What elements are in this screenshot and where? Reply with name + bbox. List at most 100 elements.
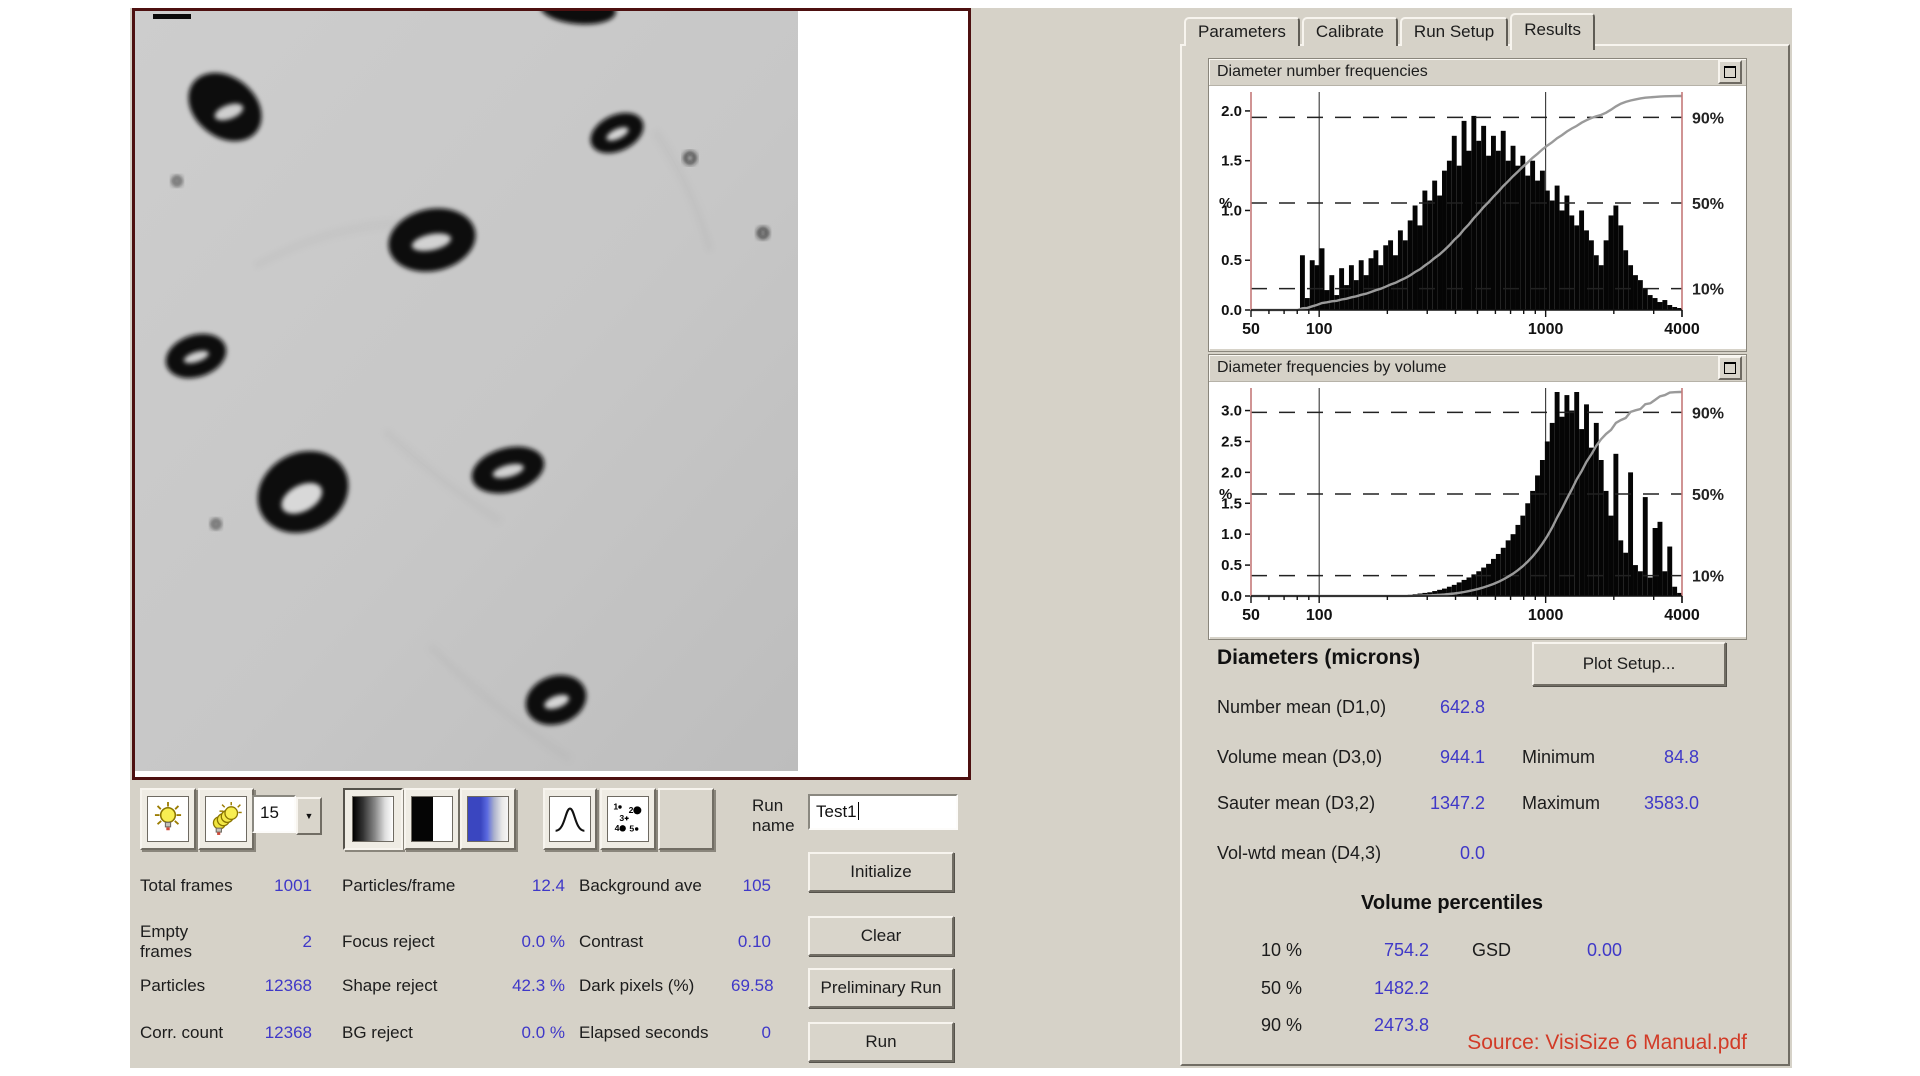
run-button[interactable]: Run	[808, 1022, 954, 1062]
diameters-heading: Diameters (microns)	[1217, 646, 1421, 669]
colormap-display-button[interactable]	[460, 788, 516, 850]
zoom-select-value: 15	[260, 803, 279, 822]
zoom-dropdown-button[interactable]: ▼	[296, 797, 322, 835]
stat-value: 0.0 %	[521, 1023, 565, 1042]
stats-row: Empty frames 2 Focus reject 0.0 % Contrast…	[140, 922, 800, 961]
stat-label: Contrast	[579, 932, 644, 951]
svg-text:90%: 90%	[1692, 110, 1724, 127]
stat-label: Dark pixels (%)	[579, 976, 695, 995]
mean-label: Volume mean (D3,0)	[1217, 747, 1383, 767]
percentile-label: 10 %	[1260, 940, 1302, 960]
run-name-value: Test1	[816, 802, 857, 821]
svg-text:1: 1	[613, 802, 618, 812]
x-axis: 50 100 1000 4000	[1242, 596, 1700, 624]
bell-curve-icon	[549, 796, 591, 842]
light-bulb-stack-icon	[205, 796, 247, 842]
svg-text:4: 4	[615, 823, 620, 833]
svg-text:0.0: 0.0	[1221, 302, 1242, 319]
black-white-threshold-icon	[411, 796, 453, 842]
preliminary-run-button[interactable]: Preliminary Run	[808, 968, 954, 1008]
run-name-label: Run name	[752, 796, 795, 835]
percentile-label: 50 %	[1260, 978, 1302, 998]
clear-button[interactable]: Clear	[808, 916, 954, 956]
stat-value: 42.3 %	[512, 976, 565, 995]
blank-toolbar-button[interactable]	[658, 788, 714, 850]
stat-label: Particles	[140, 976, 206, 995]
light-button[interactable]	[140, 788, 196, 850]
multi-light-button[interactable]	[198, 788, 254, 850]
chart-area: 0.0 0.5 1.0 1.5 2.0 2.5 3.0% 90% 50% 10% 50 100 1000…	[1209, 382, 1746, 637]
y-axis-labels: 0.0 0.5 1.0 1.5 2.0 2.5 3.0%	[1219, 403, 1250, 605]
svg-text:%: %	[1219, 195, 1232, 212]
stats-row: Corr. count 12368 BG reject 0.0 % Elapsed …	[140, 1022, 800, 1044]
threshold-display-button[interactable]	[404, 788, 460, 850]
numbered-particles-icon: 1 2 3 4 5	[607, 796, 649, 842]
extreme-value: 3583.0	[1643, 793, 1699, 813]
mean-label: Sauter mean (D3,2)	[1217, 793, 1376, 813]
tab-results[interactable]: Results	[1510, 13, 1595, 50]
mean-value: 944.1	[1439, 747, 1485, 767]
stats-row: Total frames 1001 Particles/frame 12.4 Bac…	[140, 875, 800, 897]
mean-value: 642.8	[1439, 697, 1485, 717]
stat-label: Background ave	[579, 876, 702, 895]
right-axis-labels: 90% 50% 10%	[1692, 405, 1724, 585]
diameter-number-chart: 0.0 0.5 1.0 1.5 2.0% 90% 50% 10% 50 100 1000 4000	[1209, 86, 1742, 344]
gradient-display-button[interactable]	[343, 788, 403, 850]
cumulative-curve	[1251, 94, 1682, 312]
percentile-value: 2473.8	[1373, 1015, 1429, 1035]
volume-frequency-chart-panel: Diameter frequencies by volume 0.0 0.5 1.0…	[1208, 354, 1747, 640]
svg-text:0.0: 0.0	[1221, 588, 1242, 605]
volume-percentiles-heading: Volume percentiles	[1361, 892, 1543, 914]
expand-chart-button[interactable]	[1718, 356, 1742, 380]
expand-chart-button[interactable]	[1718, 60, 1742, 84]
svg-text:100: 100	[1306, 321, 1333, 338]
chart-title: Diameter frequencies by volume	[1217, 359, 1447, 376]
svg-text:50: 50	[1242, 607, 1260, 624]
results-panel: Diameter number frequencies 0.0 0.5 1.0 1.5…	[1180, 44, 1790, 1066]
chart-area: 0.0 0.5 1.0 1.5 2.0% 90% 50% 10% 50 100 1000 4000	[1209, 86, 1746, 349]
tab-calibrate[interactable]: Calibrate	[1301, 17, 1398, 46]
text-caret	[857, 802, 859, 820]
tab-parameters[interactable]: Parameters	[1184, 17, 1300, 46]
zoom-select[interactable]: 15	[252, 795, 296, 833]
stat-label: Shape reject	[342, 976, 438, 995]
svg-text:1.0: 1.0	[1221, 526, 1242, 543]
droplet-image	[135, 11, 798, 771]
extreme-label: Minimum	[1522, 747, 1596, 767]
chart-title-bar: Diameter frequencies by volume	[1209, 355, 1746, 382]
x-axis: 50 100 1000 4000	[1242, 310, 1700, 338]
initialize-button[interactable]: Initialize	[808, 852, 954, 892]
y-axis-labels: 0.0 0.5 1.0 1.5 2.0%	[1219, 103, 1250, 319]
stat-value: 2	[302, 932, 312, 951]
visisize-window: 15 ▼ 1 2 3 4 5	[130, 8, 1792, 1068]
stat-value: 105	[742, 876, 771, 895]
svg-text:1000: 1000	[1528, 607, 1564, 624]
plot-setup-button[interactable]: Plot Setup...	[1532, 642, 1726, 686]
stat-label: Elapsed seconds	[579, 1023, 709, 1042]
number-frequency-chart-panel: Diameter number frequencies 0.0 0.5 1.0 1.5…	[1208, 58, 1747, 352]
svg-text:3: 3	[619, 813, 624, 823]
svg-text:1.0: 1.0	[1221, 202, 1242, 219]
distribution-button[interactable]	[543, 788, 597, 850]
svg-text:5: 5	[629, 824, 634, 834]
mean-label: Number mean (D1,0)	[1217, 697, 1387, 717]
blue-gradient-icon	[467, 796, 509, 842]
svg-text:4000: 4000	[1664, 607, 1700, 624]
svg-text:4000: 4000	[1664, 321, 1700, 338]
run-name-input[interactable]: Test1	[808, 794, 958, 830]
tab-run-setup[interactable]: Run Setup	[1399, 17, 1509, 46]
svg-text:2.0: 2.0	[1221, 103, 1242, 120]
stat-value: 1001	[274, 876, 312, 895]
mean-value: 1347.2	[1429, 793, 1485, 813]
svg-text:1.5: 1.5	[1221, 495, 1242, 512]
stat-value: 0.10	[737, 932, 771, 951]
svg-text:100: 100	[1306, 607, 1333, 624]
stat-value: 0	[761, 1023, 771, 1042]
svg-text:0.5: 0.5	[1221, 557, 1242, 574]
percentile-dash-lines	[1251, 116, 1682, 290]
maximize-icon	[1724, 362, 1736, 374]
particle-id-button[interactable]: 1 2 3 4 5	[600, 788, 656, 850]
percentile-value: 754.2	[1383, 940, 1429, 960]
svg-text:3.0: 3.0	[1221, 403, 1242, 420]
histogram-bars	[1299, 115, 1682, 310]
